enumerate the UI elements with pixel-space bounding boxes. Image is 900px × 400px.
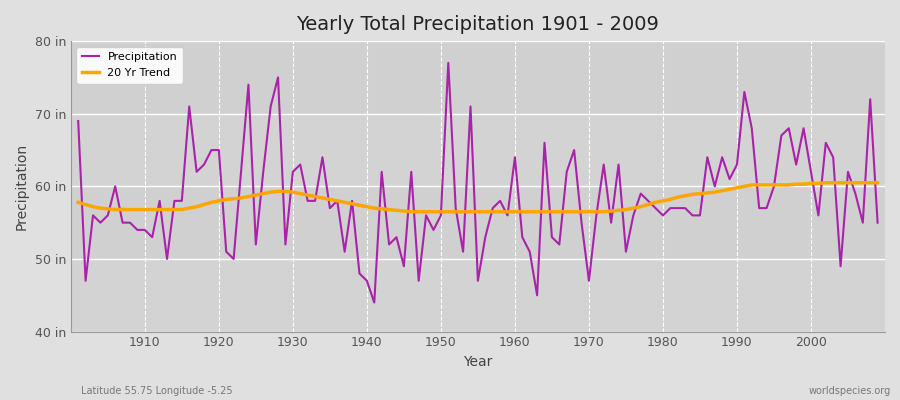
Y-axis label: Precipitation: Precipitation (15, 143, 29, 230)
Precipitation (132, 228, 143, 232)
Precipitation (295, 162, 306, 167)
20 Yr Trend (339, 200, 350, 205)
Precipitation (369, 300, 380, 305)
Precipitation (872, 220, 883, 225)
Bar (71, 114, 885, 186)
20 Yr Trend (872, 180, 883, 185)
20 Yr Trend (606, 209, 616, 214)
Bar (71, 186, 885, 259)
20 Yr Trend (73, 200, 84, 205)
20 Yr Trend (509, 209, 520, 214)
Line: Precipitation: Precipitation (78, 63, 878, 302)
X-axis label: Year: Year (464, 355, 492, 369)
Precipitation (525, 249, 535, 254)
20 Yr Trend (132, 207, 143, 212)
Precipitation (339, 249, 350, 254)
20 Yr Trend (517, 209, 527, 214)
20 Yr Trend (295, 191, 306, 196)
20 Yr Trend (406, 209, 417, 214)
20 Yr Trend (821, 180, 832, 185)
Title: Yearly Total Precipitation 1901 - 2009: Yearly Total Precipitation 1901 - 2009 (296, 15, 660, 34)
Line: 20 Yr Trend: 20 Yr Trend (78, 183, 878, 212)
Text: Latitude 55.75 Longitude -5.25: Latitude 55.75 Longitude -5.25 (81, 386, 232, 396)
Bar (71, 259, 885, 332)
Precipitation (517, 235, 527, 240)
Precipitation (613, 162, 624, 167)
Precipitation (73, 118, 84, 123)
Bar (71, 41, 885, 114)
Legend: Precipitation, 20 Yr Trend: Precipitation, 20 Yr Trend (76, 47, 183, 84)
Text: worldspecies.org: worldspecies.org (809, 386, 891, 396)
Precipitation (443, 60, 454, 65)
